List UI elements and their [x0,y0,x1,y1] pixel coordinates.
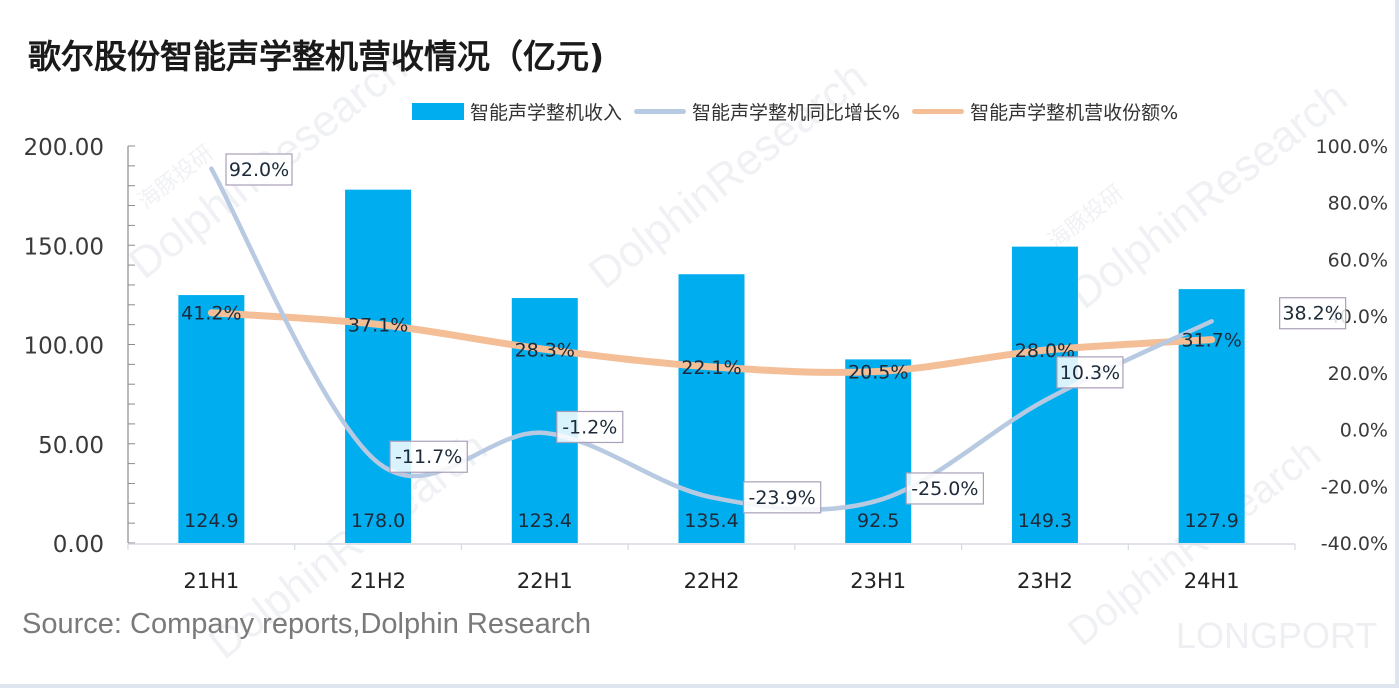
x-axis-tick-label: 23H1 [850,569,906,593]
axes: 0.00 50.00 100.00 150.00 200.00 -40.0% -20.0% 0… [24,135,1388,593]
source-note: Source: Company reports,Dolphin Research [22,608,591,640]
yoy-value-label: 38.2% [1282,303,1342,325]
y-axis-left-tick-label: 150.00 [24,234,104,260]
share-value-label: 31.7% [1181,330,1241,352]
share-value-label: 41.2% [181,303,241,325]
yoy-label-box [225,153,293,186]
bar-value-label: 124.9 [184,510,238,532]
yoy-value-label: -25.0% [911,478,978,500]
y-axis-left-tick-label: 50.00 [38,433,104,459]
yoy-label-box [905,472,985,505]
line-yoy [209,166,1214,512]
line-series [207,166,1216,512]
y-axis-right-tick-label: 0.0% [1340,420,1388,442]
share-value-label: 28.3% [515,339,575,361]
yoy-value-label: -11.7% [395,446,462,468]
legend-item-share: 智能声学整机营收份额% [912,98,1178,125]
legend-swatch-bar [412,102,464,120]
bar [345,189,412,544]
yoy-label-box [1279,297,1347,330]
bar-value-label: 92.5 [857,510,899,532]
legend-swatch-line [912,108,965,114]
bar [1011,246,1078,543]
legend-item-yoy: 智能声学整机同比增长% [634,98,900,125]
y-axis-left-tick-label: 100.00 [24,334,104,360]
bar [845,359,912,543]
share-value-label: 20.5% [848,361,908,383]
yoy-value-label: -1.2% [562,416,617,438]
legend-label: 智能声学整机收入 [470,101,623,124]
yoy-value-label: -23.9% [748,487,815,509]
y-axis-right-tick-label: -40.0% [1321,533,1388,555]
y-axis-right-tick-label: 80.0% [1328,193,1388,215]
y-axis-left-tick-label: 200.00 [24,135,104,161]
y-axis-right-tick-label: 60.0% [1328,249,1388,271]
x-axis-tick-label: 24H1 [1184,569,1240,593]
share-value-label: 22.1% [681,357,741,379]
bar-value-label: 178.0 [351,510,405,532]
share-value-label: 37.1% [348,314,408,336]
bar-value-label: 123.4 [518,510,572,532]
x-axis-tick-label: 22H2 [684,569,740,593]
y-axis-left-tick-label: 0.00 [53,532,104,558]
bar [178,295,245,543]
x-axis-tick-label: 23H2 [1017,569,1073,593]
y-axis-right-tick-label: 20.0% [1328,363,1388,385]
yoy-label-box [1056,356,1124,389]
data-labels: 124.9 178.0 123.4 135.4 92.5 149.3 127.9 41.2% 3… [181,153,1347,532]
x-axis-tick-label: 21H1 [183,569,239,593]
x-axis-tick-label: 22H1 [517,569,573,593]
line-share [207,309,1216,376]
y-axis-right-tick-label: -20.0% [1321,476,1388,498]
legend-label: 智能声学整机同比增长% [692,101,901,124]
legend: 智能声学整机收入 智能声学整机同比增长% 智能声学整机营收份额% [412,98,1190,124]
legend-item-revenue: 智能声学整机收入 [412,98,622,125]
legend-swatch-line [634,108,687,114]
bar-value-label: 127.9 [1184,510,1238,532]
bar-value-label: 135.4 [684,510,738,532]
chart-title: 歌尔股份智能声学整机营收情况（亿元) [28,37,605,76]
yoy-value-label: 10.3% [1060,362,1120,384]
yoy-label-box [556,410,624,444]
x-axis-tick-label: 21H2 [350,569,406,593]
yoy-label-box [389,440,468,473]
bar [1178,289,1245,543]
legend-label: 智能声学整机营收份额% [970,101,1179,124]
yoy-label-box [742,481,822,514]
y-axis-right-tick-label: 100.0% [1316,136,1388,158]
yoy-value-label: 92.0% [229,159,289,181]
bar-value-label: 149.3 [1018,510,1072,532]
